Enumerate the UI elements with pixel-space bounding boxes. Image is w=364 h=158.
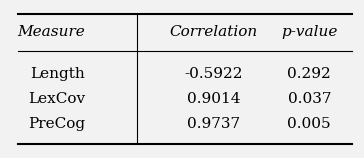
Text: Measure: Measure: [17, 25, 85, 40]
Text: 0.292: 0.292: [288, 67, 331, 81]
Text: -0.5922: -0.5922: [184, 67, 242, 81]
Text: 0.037: 0.037: [288, 92, 331, 106]
Text: PreCog: PreCog: [28, 117, 85, 131]
Text: Length: Length: [31, 67, 85, 81]
Text: 0.9014: 0.9014: [186, 92, 240, 106]
Text: Correlation: Correlation: [169, 25, 257, 40]
Text: p-value: p-value: [281, 25, 337, 40]
Text: LexCov: LexCov: [28, 92, 85, 106]
Text: 0.9737: 0.9737: [187, 117, 240, 131]
Text: 0.005: 0.005: [288, 117, 331, 131]
